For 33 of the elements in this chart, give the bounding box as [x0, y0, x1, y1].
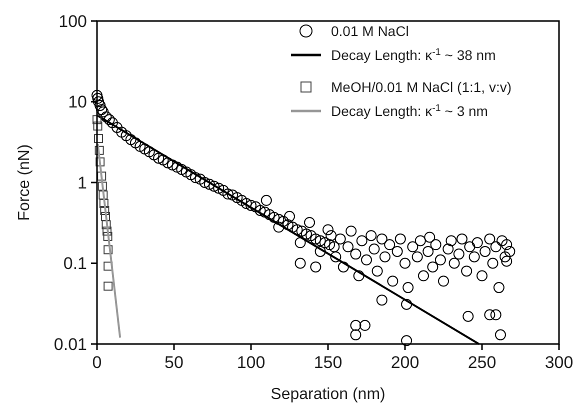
point	[100, 212, 110, 221]
point	[96, 157, 105, 166]
y-tick-label: 0.01	[54, 334, 87, 354]
x-tick-label: 250	[468, 353, 496, 372]
point	[102, 220, 111, 230]
x-tick-label: 300	[544, 353, 574, 372]
legend-label: MeOH/0.01 M NaCl (1:1, v:v)	[331, 78, 512, 95]
y-axis-title: Force (nN)	[16, 144, 33, 221]
point	[104, 245, 113, 254]
legend-label: 0.01 M NaCl	[331, 22, 409, 39]
point	[92, 115, 102, 124]
point	[98, 182, 107, 191]
point	[98, 190, 108, 200]
point	[100, 206, 110, 216]
legend-label: Decay Length: κ$^{-1}$ ~ 3 nm	[331, 102, 488, 119]
x-tick-label: 50	[164, 353, 184, 372]
point	[104, 282, 113, 291]
y-tick-label: 0.1	[63, 254, 87, 274]
y-tick-label: 1	[78, 173, 87, 192]
point	[102, 226, 112, 236]
point	[93, 122, 102, 131]
y-tick-label: 100	[58, 12, 87, 31]
point	[94, 134, 104, 144]
point	[99, 198, 108, 208]
point	[94, 146, 104, 155]
y-tick-label: 10	[68, 92, 87, 112]
x-tick-label: 150	[314, 353, 342, 372]
x-tick-label: 0	[92, 353, 102, 372]
x-tick-label: 200	[390, 353, 420, 372]
x-axis-title: Separation (nm)	[270, 386, 386, 403]
legend-label: Decay Length: κ$^{-1}$ ~ 38 nm	[331, 46, 496, 63]
x-tick-label: 100	[236, 353, 266, 372]
point	[103, 232, 112, 241]
